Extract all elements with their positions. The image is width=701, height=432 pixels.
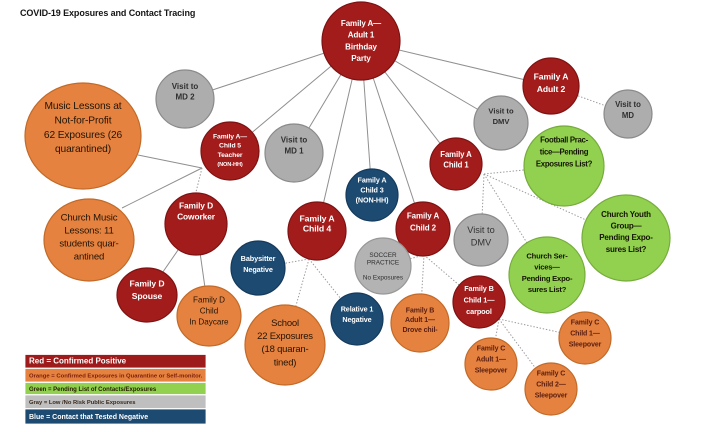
svg-text:Negative: Negative	[342, 315, 371, 324]
svg-text:School: School	[271, 318, 299, 329]
svg-text:Pending Expo-: Pending Expo-	[599, 233, 653, 242]
svg-text:Church Youth: Church Youth	[601, 210, 651, 219]
svg-text:Child: Child	[200, 307, 218, 316]
svg-text:(18 quaran-: (18 quaran-	[262, 344, 309, 355]
svg-text:sures List?: sures List?	[606, 245, 647, 254]
svg-text:Adult 2: Adult 2	[537, 84, 566, 94]
svg-text:students quar-: students quar-	[59, 238, 118, 249]
svg-text:tice—Pending: tice—Pending	[540, 148, 589, 157]
svg-text:Teacher: Teacher	[218, 152, 243, 159]
svg-text:Adult 1: Adult 1	[348, 31, 375, 40]
svg-text:Visit to: Visit to	[467, 225, 494, 235]
svg-text:DMV: DMV	[493, 117, 511, 126]
svg-text:Family A: Family A	[299, 213, 335, 223]
svg-text:Visit to: Visit to	[488, 107, 514, 116]
svg-text:COVID-19 Exposures and Contact: COVID-19 Exposures and Contact Tracing	[20, 8, 195, 18]
svg-text:vices—: vices—	[534, 263, 560, 272]
svg-text:Family C: Family C	[537, 371, 565, 378]
svg-text:Sleepover: Sleepover	[535, 393, 568, 400]
svg-text:Negative: Negative	[243, 265, 273, 274]
svg-text:Child 1: Child 1	[443, 160, 469, 169]
svg-text:Family D: Family D	[193, 296, 225, 305]
svg-text:Music Lessons at: Music Lessons at	[44, 101, 121, 112]
svg-text:Adult 1—: Adult 1—	[405, 317, 435, 324]
svg-text:Coworker: Coworker	[177, 212, 216, 222]
svg-text:Family D: Family D	[179, 201, 213, 211]
svg-text:Party: Party	[351, 54, 371, 63]
svg-text:Family B: Family B	[406, 307, 434, 314]
svg-text:Family A—: Family A—	[341, 19, 381, 28]
svg-text:Football Prac-: Football Prac-	[540, 136, 588, 145]
svg-text:Child 1—: Child 1—	[570, 331, 600, 338]
svg-text:Spouse: Spouse	[132, 291, 163, 301]
svg-text:Group—: Group—	[611, 221, 642, 230]
svg-text:Family A: Family A	[358, 176, 387, 185]
svg-text:Orange = Confirmed Exposures i: Orange = Confirmed Exposures in Quaranti…	[29, 374, 203, 380]
svg-text:Gray = Low /No Risk Public Exp: Gray = Low /No Risk Public Exposures	[29, 400, 135, 406]
svg-text:Exposures List?: Exposures List?	[536, 160, 593, 169]
svg-text:Visit to: Visit to	[172, 82, 199, 91]
svg-text:(NON-HH): (NON-HH)	[356, 196, 389, 205]
svg-text:Red = Confirmed Positive: Red = Confirmed Positive	[29, 357, 127, 366]
svg-text:carpool: carpool	[466, 307, 492, 316]
svg-text:Green = Pending List of Contac: Green = Pending List of Contacts/Exposur…	[29, 387, 157, 393]
svg-text:62 Exposures (26: 62 Exposures (26	[44, 130, 123, 141]
svg-text:MD: MD	[622, 111, 634, 120]
svg-text:Visit to: Visit to	[615, 100, 641, 109]
svg-text:Sleepover: Sleepover	[475, 368, 508, 375]
svg-text:Relative 1: Relative 1	[341, 304, 374, 313]
svg-text:Pending Expo-: Pending Expo-	[522, 274, 573, 283]
svg-text:(NON-HH): (NON-HH)	[217, 162, 243, 168]
svg-text:Drove chil-: Drove chil-	[402, 327, 438, 334]
svg-text:Family A: Family A	[440, 150, 472, 159]
svg-text:Church Ser-: Church Ser-	[526, 251, 568, 260]
svg-text:SOCCER: SOCCER	[369, 252, 397, 259]
svg-text:Family D: Family D	[129, 278, 164, 288]
svg-text:Child 5: Child 5	[219, 143, 241, 150]
svg-text:Babysitter: Babysitter	[241, 254, 276, 263]
svg-text:MD 1: MD 1	[284, 147, 304, 156]
svg-text:Sleepover: Sleepover	[569, 342, 602, 349]
svg-text:Family A: Family A	[407, 211, 440, 220]
svg-text:quarantined): quarantined)	[55, 144, 111, 155]
svg-text:Adult 1—: Adult 1—	[476, 357, 506, 364]
svg-text:Church Music: Church Music	[61, 212, 118, 223]
svg-text:Family C: Family C	[571, 320, 599, 327]
svg-text:Child 1—: Child 1—	[464, 296, 496, 305]
svg-text:22 Exposures: 22 Exposures	[257, 331, 313, 342]
svg-text:Birthday: Birthday	[345, 42, 377, 51]
svg-text:MD 2: MD 2	[175, 93, 195, 102]
svg-text:sures List?: sures List?	[528, 285, 567, 294]
svg-text:Child 2: Child 2	[410, 223, 437, 232]
svg-text:Family A—: Family A—	[213, 134, 247, 141]
svg-text:Child 3: Child 3	[360, 186, 383, 195]
svg-text:antined: antined	[74, 251, 104, 262]
svg-text:Lessons: 11: Lessons: 11	[64, 225, 113, 236]
svg-text:Blue = Contact that Tested Ne: Blue = Contact that Tested Negative	[29, 414, 148, 421]
svg-text:tined): tined)	[274, 357, 297, 368]
svg-text:Child 2—: Child 2—	[536, 382, 566, 389]
svg-text:Family B: Family B	[464, 284, 494, 293]
svg-text:DMV: DMV	[471, 237, 492, 247]
svg-text:Family C: Family C	[477, 346, 505, 353]
svg-text:No Exposures: No Exposures	[363, 274, 403, 281]
svg-text:In Daycare: In Daycare	[189, 318, 229, 327]
svg-text:Child 4: Child 4	[303, 224, 332, 234]
svg-text:PRACTICE: PRACTICE	[367, 259, 399, 266]
svg-text:Not-for-Profit: Not-for-Profit	[55, 116, 112, 127]
svg-text:Family A: Family A	[534, 72, 569, 82]
svg-text:Visit to: Visit to	[281, 136, 308, 145]
